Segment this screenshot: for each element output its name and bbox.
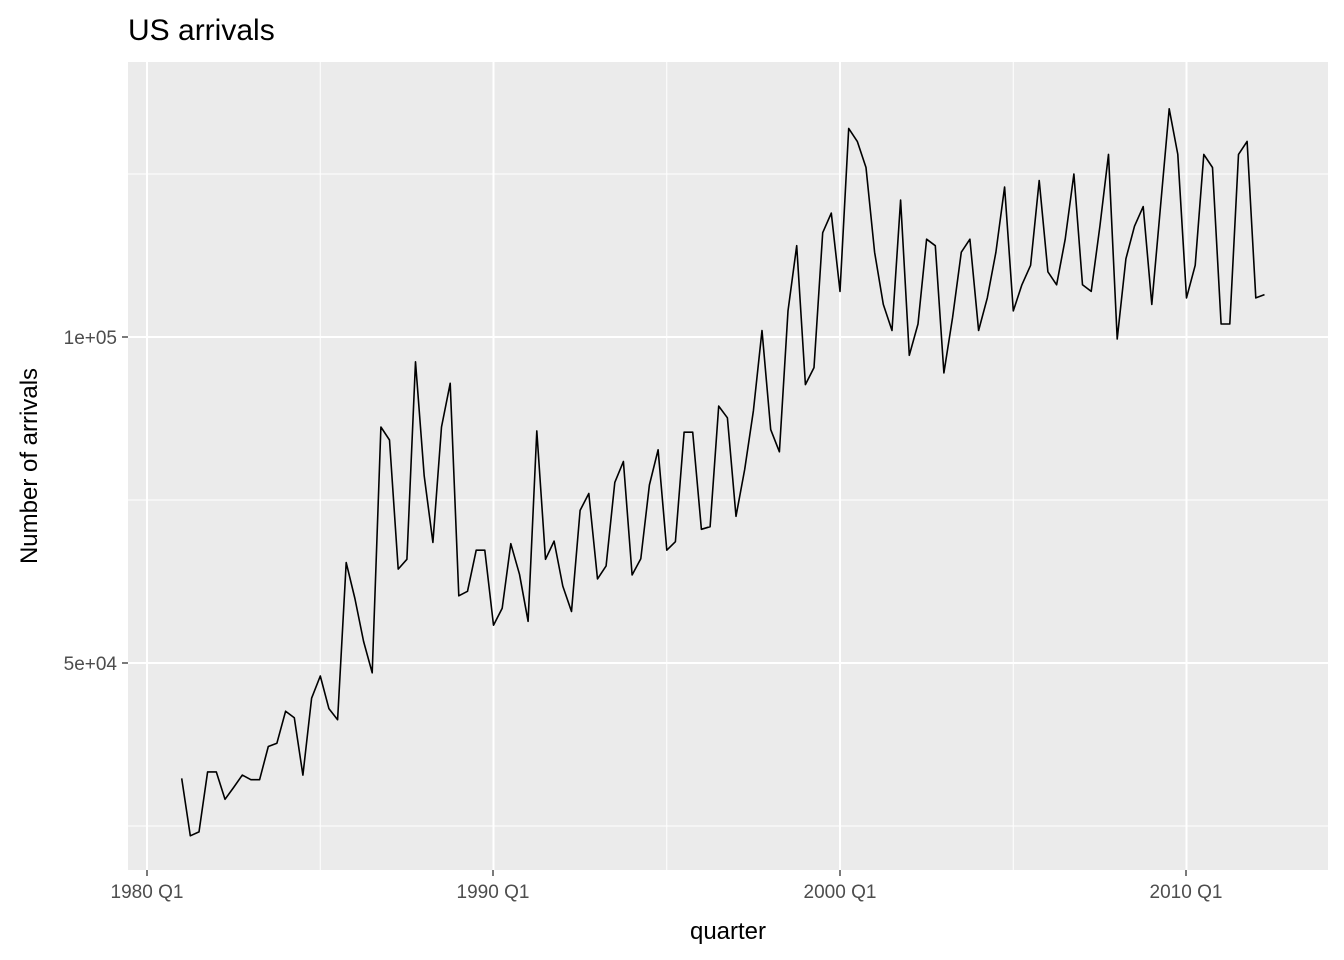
arrivals-line bbox=[180, 108, 1265, 837]
x-tick-label: 1980 Q1 bbox=[111, 882, 184, 903]
x-tick-label: 2000 Q1 bbox=[804, 882, 877, 903]
y-axis: 5e+04 1e+05 bbox=[64, 328, 128, 675]
y-axis-title: Number of arrivals bbox=[16, 368, 43, 564]
x-axis: 1980 Q1 1990 Q1 2000 Q1 2010 Q1 bbox=[111, 870, 1223, 903]
plot-panel bbox=[128, 62, 1328, 870]
minor-y-gridlines bbox=[128, 173, 1328, 827]
major-y-gridlines bbox=[128, 336, 1328, 664]
x-axis-title: quarter bbox=[690, 918, 766, 945]
chart-title: US arrivals bbox=[128, 14, 275, 47]
x-tick-label: 2010 Q1 bbox=[1150, 882, 1223, 903]
minor-x-gridlines bbox=[319, 62, 1014, 870]
y-tick-label: 5e+04 bbox=[64, 654, 118, 675]
major-x-gridlines bbox=[146, 62, 1188, 870]
x-tick-label: 1990 Q1 bbox=[457, 882, 530, 903]
y-tick-label: 1e+05 bbox=[64, 328, 117, 349]
